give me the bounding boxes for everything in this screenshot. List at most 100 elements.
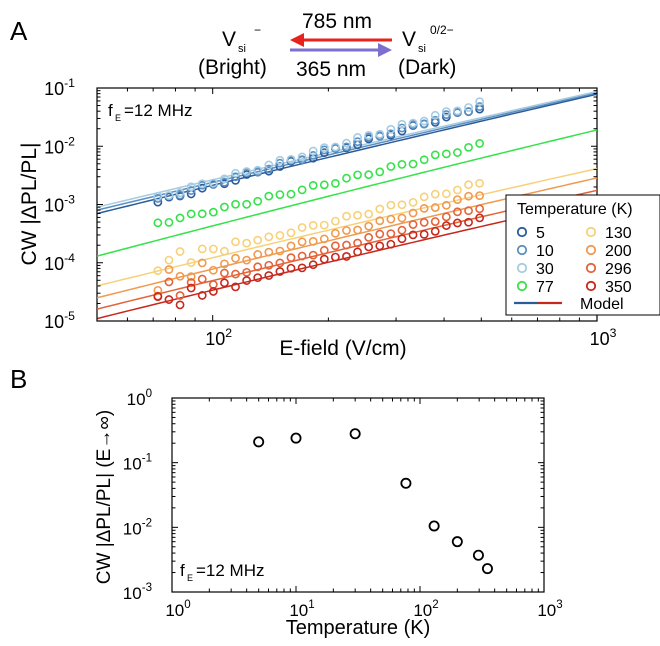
- data-point-5: [153, 197, 163, 207]
- legend-label-350: 350: [605, 279, 632, 296]
- data-point-30: [175, 188, 185, 198]
- data-point-130: [208, 244, 218, 254]
- data-point-77: [419, 155, 429, 165]
- data-point-30: [220, 174, 229, 184]
- panel-a-data-points: [153, 97, 485, 310]
- data-point-130: [386, 200, 396, 210]
- panel-a-freq-sub: E: [115, 113, 121, 123]
- data-point-350: [286, 263, 296, 273]
- x-tick-label: 100: [165, 599, 190, 620]
- arrow-365-head: [378, 43, 392, 57]
- data-point-350: [208, 287, 218, 296]
- data-point-200: [242, 255, 252, 265]
- data-point-350: [342, 252, 351, 261]
- data-point-77: [253, 196, 263, 206]
- data-point-77: [330, 178, 340, 188]
- arrow-785-head: [290, 33, 304, 47]
- data-point-30: [275, 155, 285, 165]
- legend-marker-30: [516, 262, 528, 274]
- scheme-bottom-arrow-label: 365 nm: [296, 58, 366, 81]
- data-point-30: [308, 146, 318, 156]
- scheme-right-sup: 0/2−: [430, 23, 454, 37]
- data-point-5: [319, 148, 329, 158]
- data-point-296: [297, 251, 307, 261]
- data-point-30: [342, 138, 351, 148]
- data-point-350: [397, 234, 407, 244]
- data-point-30: [164, 191, 174, 200]
- data-point-200: [186, 272, 196, 281]
- data-point-200: [297, 237, 307, 247]
- data-point-350: [430, 226, 440, 236]
- data-point-77: [475, 139, 485, 148]
- data-point-77: [408, 159, 418, 169]
- data-point-10: [441, 110, 451, 119]
- data-point-130: [275, 231, 285, 240]
- temperature-data-point: [253, 436, 265, 448]
- data-point-130: [419, 192, 429, 202]
- data-point-200: [375, 216, 385, 226]
- data-point-77: [319, 180, 329, 190]
- x-tick-label: 103: [590, 326, 617, 349]
- data-point-10: [353, 137, 362, 147]
- data-point-77: [153, 218, 163, 228]
- data-point-130: [375, 204, 385, 214]
- data-point-296: [397, 225, 407, 235]
- scheme-left-sub: si: [238, 43, 246, 55]
- scheme-right-desc: (Dark): [398, 56, 456, 79]
- data-point-200: [397, 213, 407, 223]
- data-point-130: [430, 189, 440, 199]
- data-point-77: [208, 207, 218, 217]
- data-point-200: [453, 195, 462, 204]
- legend-label-77: 77: [536, 279, 554, 296]
- data-point-30: [253, 165, 263, 175]
- data-point-200: [386, 214, 396, 224]
- data-point-350: [164, 295, 174, 304]
- data-point-77: [275, 190, 285, 200]
- panel-b-freq-sub: E: [187, 573, 193, 583]
- y-tick-label: 10-3: [123, 582, 152, 603]
- data-point-350: [386, 239, 396, 249]
- data-point-296: [453, 207, 462, 217]
- panel-b-label: B: [10, 364, 27, 394]
- data-point-30: [453, 106, 462, 116]
- data-point-296: [408, 220, 418, 229]
- data-point-130: [453, 185, 462, 195]
- data-point-350: [375, 241, 385, 251]
- data-point-350: [264, 271, 274, 280]
- data-point-200: [319, 234, 329, 244]
- data-point-350: [275, 267, 285, 276]
- data-point-77: [286, 189, 296, 199]
- data-point-296: [231, 269, 240, 279]
- legend-marker-350: [585, 280, 597, 292]
- legend-label-200: 200: [605, 243, 632, 260]
- data-point-130: [220, 246, 229, 256]
- legend-title: Temperature (K): [517, 201, 633, 218]
- data-point-10: [397, 123, 407, 133]
- data-point-30: [231, 168, 240, 178]
- temperature-data-point: [472, 549, 484, 561]
- data-point-350: [419, 229, 429, 239]
- temperature-data-point: [428, 520, 440, 532]
- legend-marker-10: [516, 244, 528, 256]
- data-point-77: [386, 162, 396, 171]
- panel-b-freq-f: f: [180, 561, 185, 580]
- data-point-350: [330, 252, 340, 262]
- legend-label-10: 10: [536, 243, 554, 260]
- data-point-10: [308, 151, 318, 160]
- data-point-296: [308, 250, 318, 260]
- data-point-296: [242, 267, 252, 277]
- data-point-77: [441, 149, 451, 159]
- data-point-130: [342, 211, 351, 221]
- data-point-296: [164, 277, 174, 287]
- data-point-296: [386, 229, 396, 239]
- data-point-130: [319, 220, 329, 230]
- data-point-296: [330, 241, 340, 251]
- data-point-30: [197, 179, 207, 189]
- panel-b-ticks: 100 101 102 103 10-3 10-2 10-1 100: [123, 388, 563, 620]
- data-point-10: [464, 107, 473, 116]
- data-point-130: [464, 180, 473, 190]
- scheme-right-sub: si: [418, 43, 426, 55]
